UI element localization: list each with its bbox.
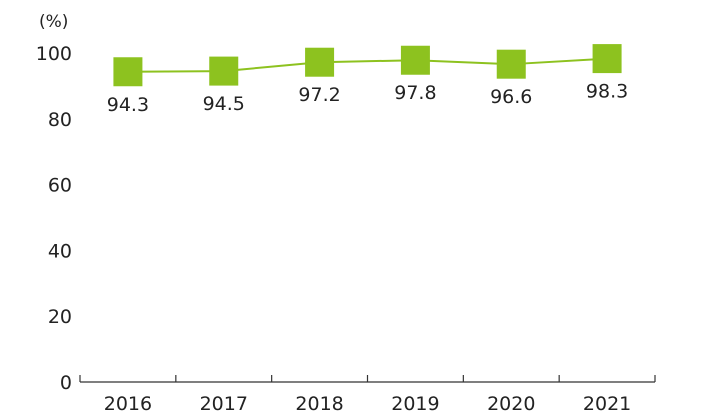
- data-point-marker: [400, 45, 430, 75]
- data-point-marker: [496, 49, 526, 79]
- y-axis-unit-label: (%): [39, 12, 68, 32]
- y-axis-ticks: 0 20 40 60 80 100: [36, 43, 72, 394]
- y-tick-label: 20: [48, 306, 72, 328]
- data-label: 94.3: [107, 94, 149, 116]
- x-tick-label: 2020: [487, 393, 535, 415]
- data-point-marker: [113, 57, 143, 87]
- series-line: [127, 57, 608, 73]
- data-label: 97.8: [394, 82, 436, 104]
- x-tick-label: 2018: [295, 393, 343, 415]
- y-tick-label: 100: [36, 43, 72, 65]
- series-group: 94.3 94.5 97.2 97.8 96.6 98.3: [107, 44, 628, 116]
- x-tick-label: 2016: [104, 393, 152, 415]
- x-tick-label: 2021: [583, 393, 631, 415]
- data-point-marker: [305, 47, 335, 77]
- data-label: 96.6: [490, 86, 532, 108]
- y-tick-label: 80: [48, 109, 72, 131]
- y-tick-label: 40: [48, 240, 72, 262]
- x-tick-label: 2017: [200, 393, 248, 415]
- data-point-marker: [209, 56, 239, 86]
- x-tick-label: 2019: [391, 393, 439, 415]
- x-axis: 2016 2017 2018 2019 2020 2021: [79, 375, 656, 415]
- y-tick-label: 60: [48, 175, 72, 197]
- data-point-marker: [592, 44, 622, 74]
- data-label: 97.2: [298, 84, 340, 106]
- data-label: 94.5: [203, 93, 245, 115]
- y-tick-label: 0: [60, 372, 72, 394]
- data-label: 98.3: [586, 81, 628, 103]
